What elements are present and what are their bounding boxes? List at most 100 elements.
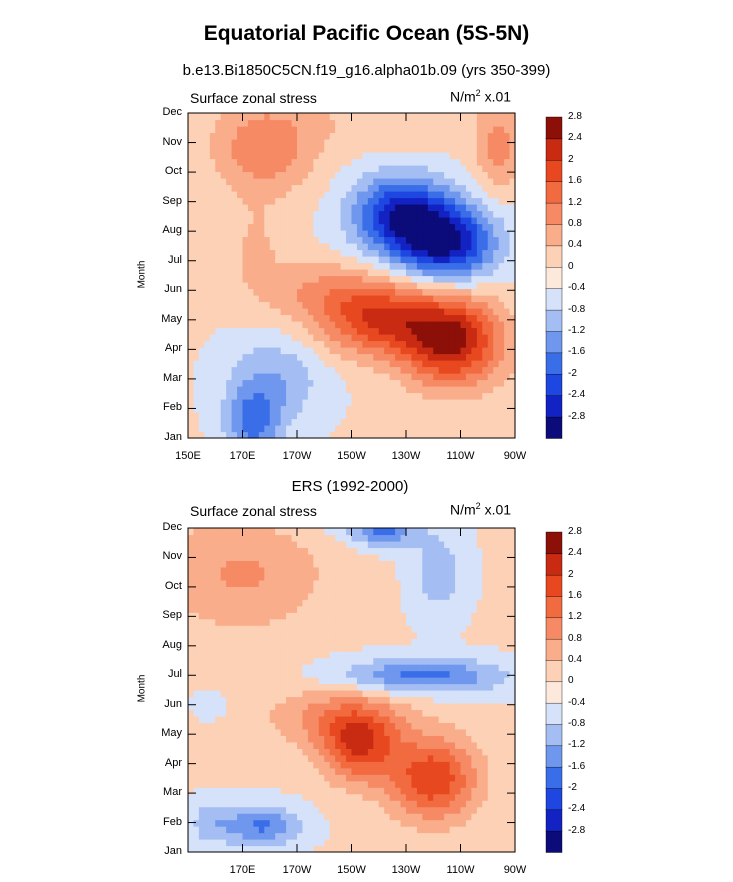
heatmap-cell (400, 184, 407, 192)
heatmap-cell (198, 839, 205, 847)
heatmap-cell (269, 754, 276, 762)
heatmap-cell (509, 165, 516, 173)
heatmap-cell (476, 139, 483, 147)
heatmap-cell (329, 722, 336, 730)
heatmap-cell (188, 618, 195, 626)
heatmap-cell (356, 618, 363, 626)
heatmap-cell (253, 547, 260, 555)
heatmap-cell (258, 618, 265, 626)
heatmap-cell (313, 540, 320, 549)
heatmap-cell (258, 560, 265, 568)
heatmap-cell (395, 340, 402, 348)
heatmap-cell (346, 373, 353, 381)
heatmap-cell (318, 845, 325, 853)
heatmap-cell (264, 340, 271, 348)
heatmap-cell (231, 767, 238, 775)
heatmap-cell (275, 800, 282, 808)
heatmap-cell (198, 132, 205, 140)
heatmap-cell (220, 638, 227, 646)
heatmap-cell (204, 145, 211, 153)
heatmap-cell (498, 197, 505, 205)
heatmap-cell (198, 412, 205, 420)
heatmap-cell (400, 275, 407, 283)
heatmap-cell (188, 126, 195, 134)
heatmap-cell (226, 741, 233, 749)
heatmap-cell (433, 126, 440, 134)
heatmap-cell (411, 353, 418, 361)
heatmap-cell (313, 373, 320, 381)
heatmap-cell (193, 256, 200, 264)
heatmap-cell (253, 735, 260, 743)
heatmap-cell (220, 360, 227, 368)
heatmap-cell (367, 392, 374, 400)
heatmap-cell (307, 295, 314, 303)
heatmap-cell (242, 373, 249, 381)
heatmap-cell (411, 165, 418, 173)
heatmap-cell (356, 425, 363, 433)
heatmap-cell (433, 308, 440, 316)
heatmap-cell (356, 528, 363, 536)
heatmap-cell (427, 301, 434, 309)
heatmap-cell (356, 308, 363, 316)
heatmap-cell (297, 573, 304, 581)
heatmap-cell (395, 793, 402, 801)
heatmap-cell (209, 145, 216, 153)
heatmap-cell (297, 754, 304, 762)
heatmap-cell (324, 586, 331, 594)
heatmap-cell (291, 664, 298, 672)
heatmap-cell (324, 735, 331, 743)
heatmap-cell (389, 412, 396, 420)
heatmap-cell (215, 528, 222, 536)
heatmap-cell (209, 592, 216, 600)
heatmap-cell (411, 184, 418, 192)
heatmap-cell (384, 399, 391, 407)
heatmap-cell (226, 197, 233, 205)
heatmap-cell (362, 774, 369, 782)
heatmap-cell (297, 683, 304, 691)
heatmap-cell (329, 605, 336, 613)
heatmap-cell (220, 132, 227, 140)
heatmap-cell (204, 638, 211, 646)
heatmap-cell (389, 715, 396, 723)
heatmap-cell (373, 534, 380, 542)
heatmap-cell (297, 748, 304, 756)
heatmap-cell (384, 560, 391, 568)
heatmap-cell (384, 625, 391, 633)
heatmap-cell (400, 113, 407, 121)
heatmap-cell (416, 275, 423, 283)
heatmap-cell (367, 748, 374, 756)
heatmap-cell (329, 412, 336, 420)
heatmap-cell (329, 197, 336, 205)
heatmap-cell (351, 418, 358, 426)
heatmap-cell (346, 236, 353, 244)
heatmap-cell (291, 845, 298, 853)
heatmap-cell (275, 845, 282, 853)
heatmap-cell (318, 793, 325, 801)
heatmap-cell (242, 780, 249, 788)
heatmap-cell (286, 360, 293, 368)
heatmap-cell (389, 210, 396, 218)
heatmap-cell (367, 340, 374, 348)
heatmap-cell (460, 243, 467, 251)
heatmap-cell (400, 152, 407, 160)
heatmap-cell (209, 618, 216, 626)
heatmap-cell (504, 243, 511, 251)
heatmap-cell (204, 171, 211, 179)
heatmap-cell (226, 184, 233, 192)
heatmap-cell (416, 379, 423, 387)
heatmap-cell (237, 314, 244, 322)
heatmap-cell (242, 735, 249, 743)
heatmap-cell (313, 230, 320, 238)
heatmap-cell (226, 540, 233, 549)
heatmap-cell (237, 145, 244, 153)
heatmap-cell (346, 210, 353, 218)
heatmap-cell (476, 152, 483, 160)
heatmap-cell (226, 119, 233, 127)
heatmap-cell (297, 566, 304, 574)
heatmap-cell (204, 178, 211, 186)
heatmap-cell (329, 347, 336, 355)
heatmap-cell (416, 334, 423, 342)
heatmap-cell (253, 540, 260, 549)
heatmap-cell (193, 683, 200, 691)
heatmap-cell (498, 366, 505, 374)
